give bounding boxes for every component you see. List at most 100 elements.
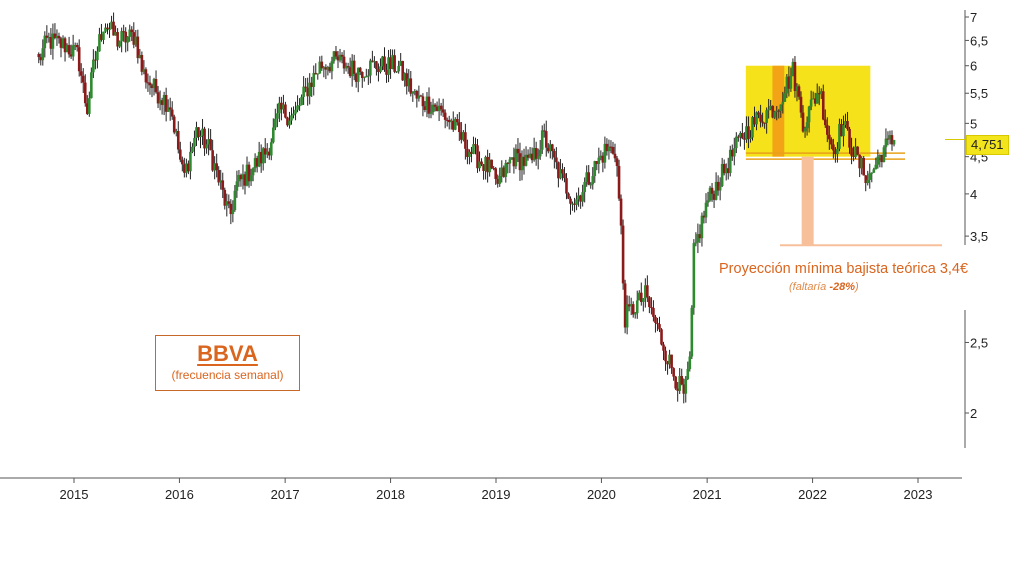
candle (791, 58, 795, 77)
candle (666, 360, 669, 375)
candle (156, 85, 160, 109)
candle (274, 108, 277, 131)
candle (263, 138, 267, 164)
candle (466, 139, 469, 165)
candle (411, 91, 415, 102)
candle (700, 212, 704, 247)
candle (508, 156, 512, 174)
candle (73, 42, 77, 51)
candle (704, 193, 708, 224)
candle (555, 147, 558, 170)
candle (478, 151, 481, 172)
candle (882, 145, 886, 163)
candle (67, 36, 71, 58)
candle (77, 39, 81, 77)
candle (352, 54, 356, 81)
candle (767, 98, 770, 119)
candle (652, 300, 655, 322)
candle (787, 66, 791, 97)
candle (826, 117, 829, 143)
candle (488, 153, 491, 177)
candle (832, 138, 835, 159)
candle (783, 86, 787, 102)
candle (536, 148, 540, 170)
candle (672, 367, 675, 381)
candle (561, 163, 564, 181)
candle (71, 34, 75, 61)
candle (567, 192, 570, 200)
candle (838, 118, 841, 152)
x-tick-label: 2019 (482, 487, 511, 502)
candle (217, 166, 221, 186)
candle (874, 157, 878, 170)
candle (47, 32, 51, 43)
chart-subtitle: (frecuencia semanal) (171, 368, 284, 382)
candle (577, 187, 580, 207)
candle (207, 128, 210, 156)
candle (656, 317, 659, 332)
candle (83, 74, 87, 107)
candle (884, 128, 888, 158)
candle (496, 174, 500, 188)
candle (597, 147, 601, 174)
candle (215, 153, 218, 178)
candle (737, 134, 740, 142)
candle (114, 25, 117, 36)
candle (480, 158, 483, 167)
candle (779, 104, 783, 118)
candle (573, 197, 576, 213)
candle (168, 97, 172, 121)
projection-note: (faltaría -28%) (789, 281, 859, 293)
candle (166, 99, 170, 113)
x-tick-label: 2023 (904, 487, 933, 502)
candle (623, 279, 627, 334)
candle (302, 76, 305, 105)
candle (587, 165, 591, 186)
candle (492, 166, 495, 171)
candle (811, 91, 815, 100)
candle (389, 49, 392, 79)
candle (201, 118, 204, 145)
candle (886, 131, 890, 146)
candle (692, 239, 696, 315)
candle (726, 157, 730, 180)
candle (848, 126, 851, 154)
candle (498, 167, 502, 187)
candle (178, 141, 182, 163)
candle (59, 36, 63, 58)
candle (840, 118, 843, 137)
candle (269, 138, 273, 161)
candle (110, 15, 113, 30)
candle (524, 146, 528, 167)
candle (409, 70, 413, 97)
y-tick-label: 5 (970, 116, 977, 131)
candle (338, 48, 342, 63)
candle (229, 199, 233, 225)
candle (544, 120, 548, 157)
candle (278, 96, 281, 122)
candle (490, 159, 493, 170)
candle (193, 130, 196, 157)
x-tick-label: 2015 (60, 487, 89, 502)
candle (538, 140, 542, 160)
candle (316, 73, 320, 80)
candle (745, 116, 748, 143)
candle (708, 185, 712, 202)
candle (116, 28, 119, 51)
candle (138, 48, 142, 59)
candle (599, 150, 603, 161)
candle (356, 67, 360, 93)
candle (261, 147, 265, 171)
candle (251, 167, 255, 182)
candle (350, 54, 354, 87)
candle (741, 122, 744, 140)
candle (245, 156, 249, 187)
candle (148, 75, 152, 95)
candle (233, 185, 237, 212)
candle (223, 187, 227, 210)
candle (644, 278, 647, 308)
candle (629, 297, 633, 316)
candle (842, 115, 845, 147)
candle (53, 23, 57, 40)
candle (532, 137, 536, 162)
